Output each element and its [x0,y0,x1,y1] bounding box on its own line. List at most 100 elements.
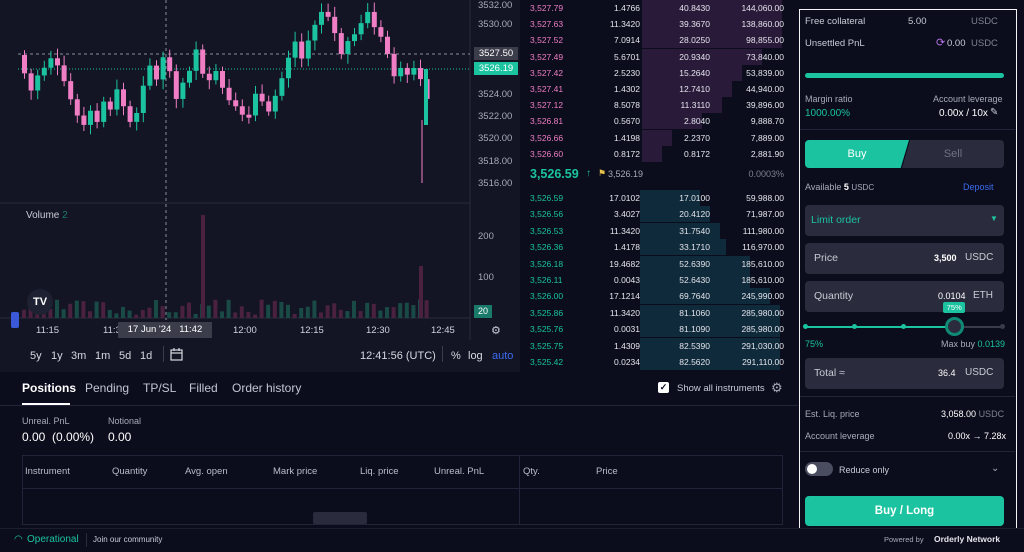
ask-row[interactable]: 3,526.66 1.4198 2.2370 7,889.00 [522,129,798,146]
total-cell: 33.1710 [679,242,710,253]
slider-thumb[interactable] [944,317,964,336]
range-3m[interactable]: 3m [71,350,87,362]
slider-step-100[interactable] [1000,324,1005,329]
calendar-goto-icon[interactable] [170,348,184,361]
size-cell: 1.4178 [614,242,640,253]
total-cell: 40.8430 [679,3,710,13]
value-cell: 138,860.00 [741,19,784,30]
value-cell: 144,060.00 [741,3,784,13]
bid-row[interactable]: 3,526.59 17.0102 17.0100 59,988.00 [522,190,798,206]
ask-row[interactable]: 3,527.12 8.5078 11.3110 39,896.00 [522,97,798,114]
divider [0,405,798,406]
bid-row[interactable]: 3,525.76 0.0031 81.1090 285,980.00 [522,321,798,338]
price-input[interactable]: 3,500 [934,253,957,263]
size-cell: 11.3420 [609,225,640,236]
slider-step-50[interactable] [901,324,906,329]
candle-body [325,11,331,17]
buy-tab[interactable]: Buy [805,140,909,168]
bid-row[interactable]: 3,526.00 17.1214 69.7640 245,990.00 [522,288,798,305]
volume-bar [325,305,330,318]
candle-body [424,69,428,125]
tab-filled[interactable]: Filled [189,381,218,395]
candle-body [81,115,87,125]
log-scale-toggle[interactable]: log [468,350,483,362]
gear-icon[interactable]: ⚙ [771,380,783,395]
bid-row[interactable]: 3,525.86 11.3420 81.1060 285,980.00 [522,304,798,321]
chart-settings-icon[interactable]: ⚙ [491,325,501,337]
volume-bar [378,310,383,318]
bid-row[interactable]: 3,525.42 0.0234 82.5620 291,110.00 [522,354,798,370]
reduce-only-toggle[interactable] [805,462,833,476]
price-label: Price [814,252,838,264]
free-collateral-unit: USDC [971,16,998,27]
candle-body [35,75,41,91]
col-instrument: Instrument [25,466,70,477]
tradingview-logo[interactable]: TV [27,289,53,315]
total-input[interactable]: 36.4 [938,368,956,378]
tab-order-history[interactable]: Order history [232,381,302,395]
wifi-icon: ◠ [14,534,23,545]
ask-row[interactable]: 3,527.42 2.5230 15.2640 53,839.00 [522,64,798,81]
volume-bar [305,306,310,318]
range-5y[interactable]: 5y [30,350,42,362]
show-all-checkbox[interactable]: ✓ [658,382,669,393]
mark-price: 3,526.19 [608,169,644,179]
bid-row[interactable]: 3,525.75 1.4309 82.5390 291,030.00 [522,337,798,354]
chevron-down-icon[interactable]: ⌄ [991,463,1000,474]
price-field[interactable]: Price 3,500 USDC [805,243,1004,274]
bid-row[interactable]: 3,526.11 0.0043 52.6430 185,610.00 [522,272,798,288]
bid-row[interactable]: 3,526.36 1.4178 33.1710 116,970.00 [522,239,798,256]
crosshair-price-tag: 3527.50 [474,47,518,60]
quantity-input[interactable]: 0.0104 [938,291,966,301]
price-chart[interactable]: 3532.00 3530.00 3524.00 3522.00 3520.00 … [0,0,520,372]
range-1m[interactable]: 1m [95,350,111,362]
ask-row[interactable]: 3,526.60 0.8172 0.8172 2,881.90 [522,145,798,162]
chart-left-handle[interactable] [11,312,19,328]
tab-tpsl[interactable]: TP/SL [143,381,177,395]
range-1y[interactable]: 1y [51,350,63,362]
candle-body [411,68,417,75]
ask-row[interactable]: 3,526.81 0.5670 2.8040 9,888.70 [522,113,798,130]
range-5d[interactable]: 5d [119,350,132,362]
total-field[interactable]: Total ≈ 36.4 USDC [805,358,1004,389]
slider-step-0[interactable] [803,324,808,329]
sell-tab[interactable]: Sell [902,140,1004,168]
order-type-select[interactable]: Limit order ▼ [805,205,1004,236]
volume-bar [180,305,185,318]
community-link[interactable]: Join our community [93,535,163,544]
tab-pending[interactable]: Pending [85,381,130,395]
volume-tag: 20 [474,305,492,318]
quantity-field[interactable]: Quantity 0.0104 ETH [805,281,1004,312]
deposit-link[interactable]: Deposit [963,182,994,192]
settle-icon[interactable]: ⟳ [936,37,946,49]
size-cell: 0.0043 [614,275,640,285]
chart-canvas[interactable] [0,0,520,372]
max-buy[interactable]: Max buy 0.0139 [941,339,1006,349]
volume-bar [74,300,79,318]
volume-tick: 200 [478,231,494,242]
volume-bar [134,314,139,318]
buy-long-button[interactable]: Buy / Long [805,496,1004,526]
orderly-logo[interactable]: Orderly Network [934,534,1001,544]
tab-positions[interactable]: Positions [22,381,77,395]
value-cell: 285,980.00 [741,307,784,318]
candle-body [41,67,47,76]
ask-row[interactable]: 3,527.52 7.0914 28.0250 98,855.00 [522,32,798,49]
price-cell: 3,526.53 [530,225,564,236]
volume-bar [127,310,132,318]
auto-scale-toggle[interactable]: auto [492,350,514,362]
ask-row[interactable]: 3,527.49 5.6701 20.9340 73,840.00 [522,48,798,65]
price-cell: 3,527.41 [530,84,564,94]
bid-row[interactable]: 3,526.18 19.4682 52.6390 185,610.00 [522,255,798,272]
depth-bar [640,272,750,288]
bid-row[interactable]: 3,526.53 11.3420 31.7540 111,980.00 [522,222,798,239]
ask-row[interactable]: 3,527.63 11.3420 39.3670 138,860.00 [522,16,798,33]
percent-scale-toggle[interactable]: % [451,350,461,362]
ask-row[interactable]: 3,527.41 1.4302 12.7410 44,940.00 [522,81,798,97]
candle-body [319,11,324,25]
range-1d[interactable]: 1d [140,350,153,362]
edit-leverage-icon[interactable]: ✎ [990,107,999,118]
slider-step-25[interactable] [852,324,857,329]
bid-row[interactable]: 3,526.56 3.4027 20.4120 71,987.00 [522,206,798,223]
ask-row[interactable]: 3,527.79 1.4766 40.8430 144,060.00 [522,0,798,16]
